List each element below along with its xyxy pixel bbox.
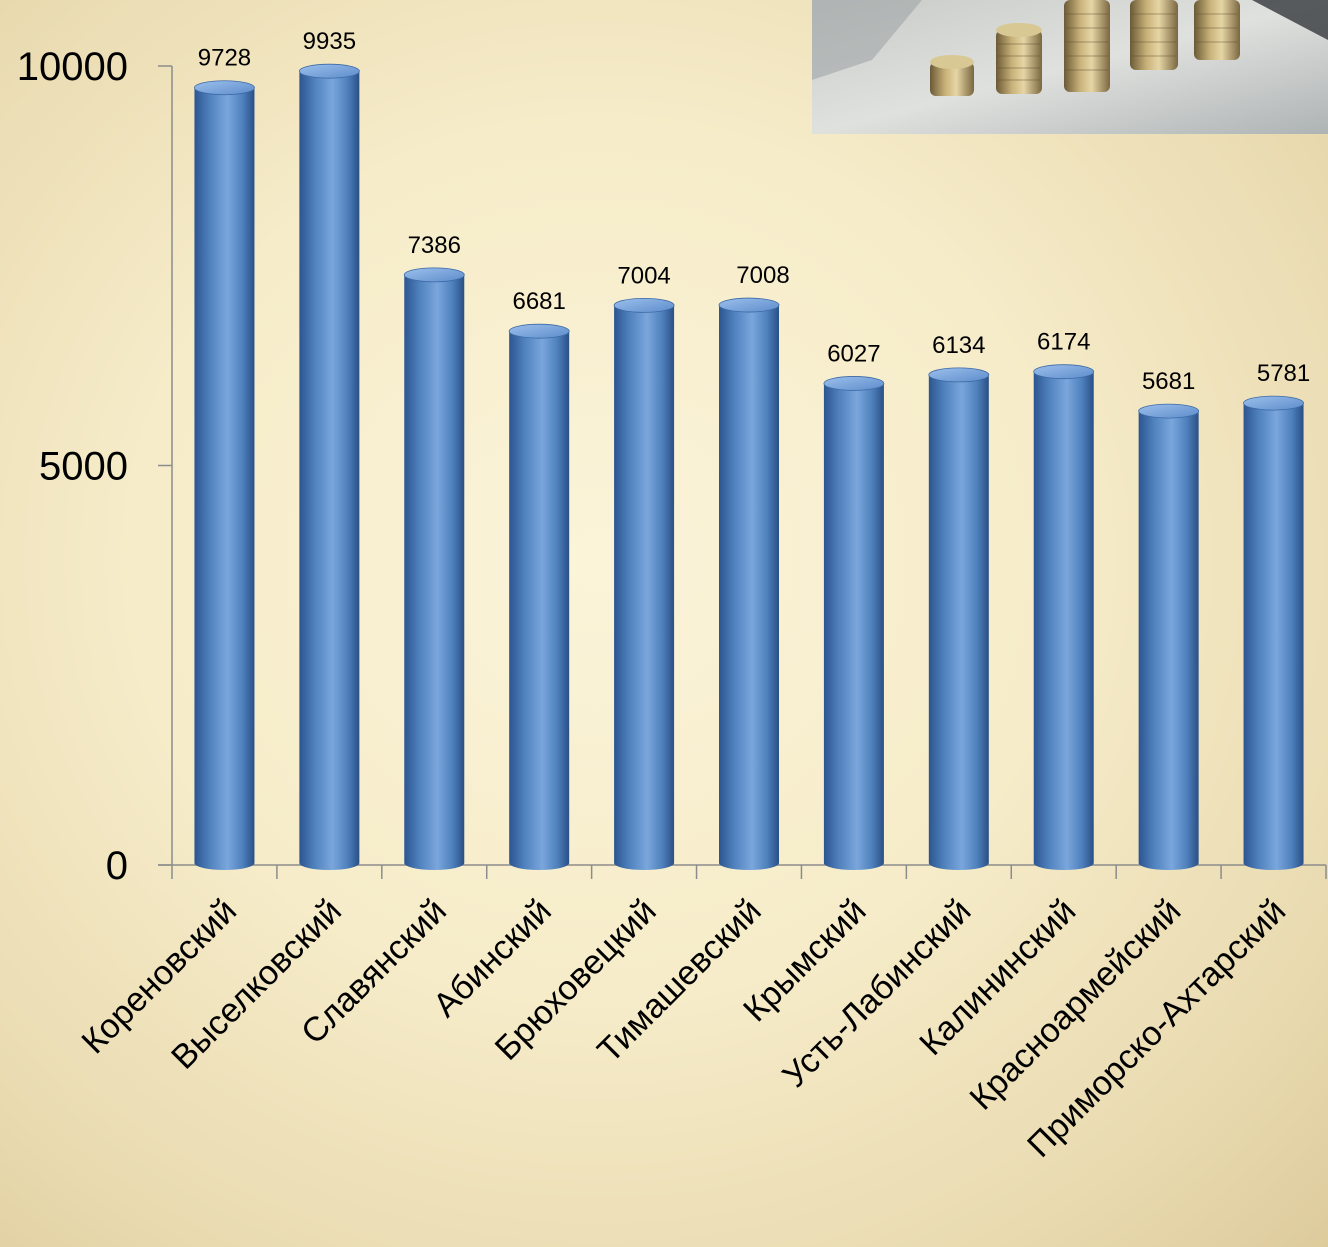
bar-cap [194,80,255,96]
bar [823,376,885,871]
data-label: 7004 [617,262,670,289]
bar-body [1138,411,1199,871]
bar [613,297,675,871]
bar-cap [1138,403,1200,419]
bar [1243,395,1304,871]
data-label: 7008 [736,262,789,289]
bar-cap [298,63,360,79]
bar-cap [613,297,675,313]
category-label: Усть-Лабинский [775,892,978,1095]
data-label: 5781 [1257,360,1310,387]
data-label: 9728 [198,45,251,72]
bar [1033,364,1095,871]
bar [403,267,465,871]
bar [1138,403,1200,871]
data-label: 6134 [932,332,985,359]
bar-cap [508,323,570,339]
bar [718,297,780,870]
bar-body [1243,403,1304,871]
data-label: 6027 [827,340,880,367]
bar-body [614,305,675,871]
bar-cap [403,267,465,283]
bar-body [928,374,989,871]
bar-body [404,274,465,871]
data-label: 6681 [512,288,565,315]
bar-cap [823,376,885,391]
data-label: 7386 [408,232,461,259]
y-tick-label: 0 [106,844,128,888]
bar [508,323,570,871]
bar-cap [1033,364,1095,380]
bar-cap [928,367,990,383]
bar-body [719,305,779,870]
coin-stacks-photo-icon [812,0,1328,134]
data-label: 6174 [1037,329,1090,356]
y-tick-label: 10000 [17,45,128,89]
bar-body [299,71,360,871]
bar-cap [718,297,780,313]
data-label: 9935 [303,28,356,55]
bar [194,80,255,870]
bar [298,63,360,871]
bar-body [194,87,255,870]
y-tick-label: 5000 [39,445,128,489]
bar-body [823,383,884,871]
bar-body [509,331,570,871]
bar-body [1033,371,1094,871]
bar-cap [1243,395,1304,411]
bar [928,367,990,871]
bars [194,63,1304,871]
data-label: 5681 [1142,368,1195,395]
